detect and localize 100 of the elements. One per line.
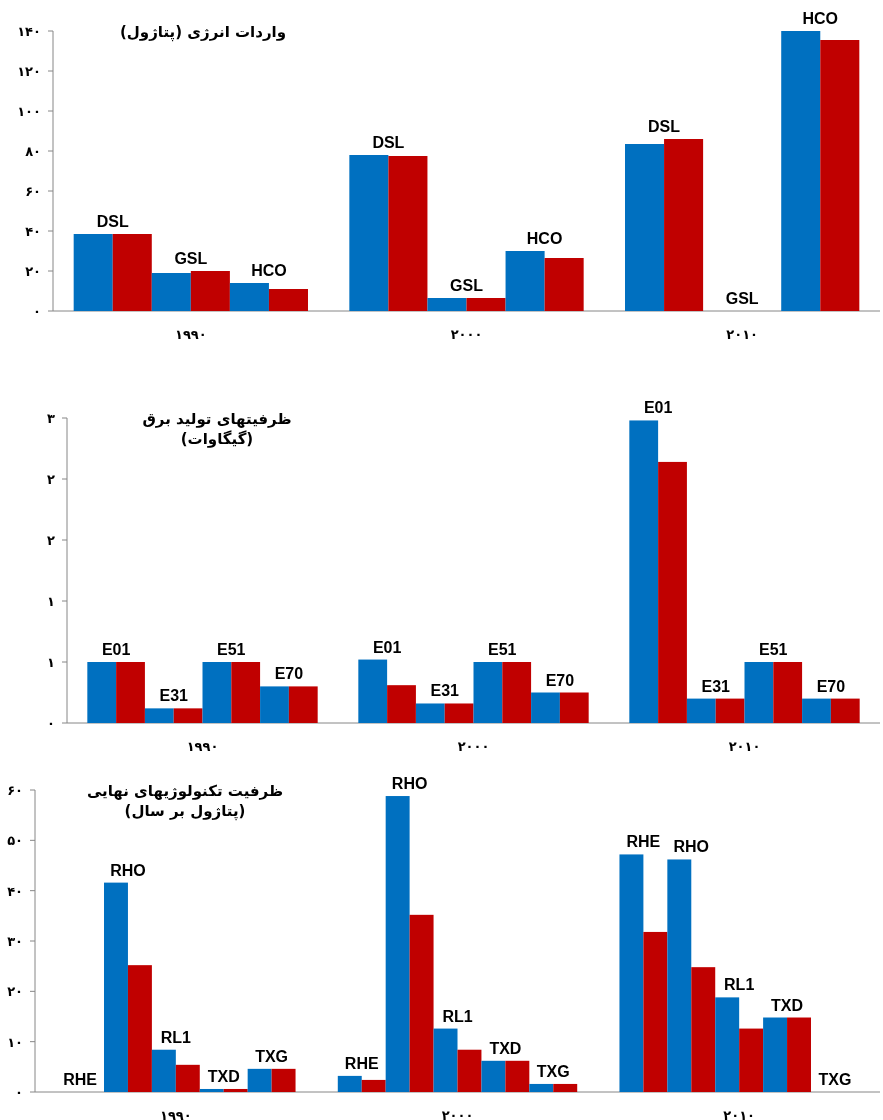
x-tick-label: ۲۰۰۰ (450, 327, 483, 342)
y-tick-label: ۱ (47, 655, 55, 670)
bar (658, 461, 687, 723)
bar (531, 692, 560, 723)
bar (505, 251, 545, 311)
bar (427, 298, 467, 311)
bar (116, 662, 145, 723)
bar (173, 708, 203, 723)
bar (643, 931, 668, 1092)
y-tick-label: ۰ (33, 304, 41, 319)
bar (763, 1017, 788, 1092)
chart-title: ظرفیت تکنولوژیهای نهایی (پتاژول بر سال) (86, 782, 284, 821)
y-tick-label: ۲۰ (7, 984, 23, 1000)
text: RHE (63, 1071, 97, 1088)
bar (625, 144, 665, 311)
bar (175, 1064, 200, 1092)
x-tick-label: ۱۹۹۰ (186, 739, 219, 754)
chart-title: واردات انرژی (پتاژول) (119, 23, 287, 42)
bar (457, 1049, 482, 1092)
x-tick-label: ۲۰۱۰ (728, 739, 761, 754)
text: E31 (430, 682, 459, 700)
bar (271, 1068, 296, 1092)
text: E31 (701, 677, 730, 695)
text: RHO (391, 775, 428, 793)
bar (473, 662, 503, 723)
series-label: GSL (450, 277, 484, 294)
y-tick-label: ۱۴۰ (17, 24, 41, 39)
bar (781, 31, 821, 311)
bar (127, 965, 152, 1092)
series-label: E70 (274, 665, 304, 683)
bar (73, 234, 113, 311)
bar (231, 662, 261, 723)
bar (629, 420, 659, 723)
bar (409, 914, 434, 1092)
series-label: E01 (101, 641, 131, 658)
bar (247, 1068, 272, 1092)
bar (358, 659, 388, 723)
y-tick-label: ۱۲۰ (17, 64, 41, 79)
bar (229, 283, 269, 311)
y-tick-label: ۴۰ (7, 883, 23, 899)
y-tick-label: ۲ (47, 533, 56, 548)
text: TXD (489, 1039, 522, 1057)
bar (664, 139, 704, 311)
bar (667, 859, 692, 1092)
x-tick-label: ۲۰۰۰ (441, 1108, 474, 1120)
bar (802, 698, 831, 723)
y-tick-label: ۲۰ (25, 264, 41, 279)
bar (744, 662, 774, 723)
bar (151, 1049, 176, 1092)
text: RHE (626, 833, 661, 851)
text: E01 (372, 638, 402, 656)
text: HCO (526, 230, 563, 247)
chart-title: ظرفیتهای تولید برق (گیگاوات) (142, 410, 292, 448)
y-tick-label: ۰ (15, 1085, 23, 1100)
x-tick-label: ۲۰۱۰ (726, 327, 759, 342)
bar (505, 1060, 530, 1092)
y-tick-label: ۴۰ (25, 224, 41, 239)
text: TXD (771, 996, 804, 1014)
bar (773, 662, 803, 723)
bar (686, 698, 716, 723)
text: RHO (673, 838, 710, 856)
series-label: TXD (207, 1067, 240, 1085)
text: E70 (545, 671, 575, 689)
bar (87, 662, 117, 723)
bar (260, 686, 289, 723)
bar (787, 1017, 811, 1092)
y-tick-label: ۶۰ (25, 184, 41, 199)
bar (223, 1088, 248, 1092)
bar (466, 298, 506, 311)
series-label: DSL (96, 213, 129, 230)
bar (820, 40, 860, 311)
bar (715, 698, 745, 723)
text: GSL (725, 290, 759, 307)
bar (388, 156, 428, 311)
y-tick-label: ۰ (47, 716, 55, 731)
bar (361, 1079, 386, 1092)
bar (190, 271, 230, 311)
y-tick-label: ۳ (47, 411, 56, 426)
text: HCO (802, 10, 839, 27)
x-tick-label: ۲۰۱۰ (723, 1108, 756, 1120)
bar (288, 686, 318, 723)
bar (715, 997, 740, 1092)
bar (268, 289, 308, 311)
text: E01 (643, 399, 673, 417)
bar (830, 698, 860, 723)
y-tick-label: ۳۰ (7, 934, 23, 949)
bar (444, 703, 474, 723)
bar (481, 1060, 506, 1092)
bar (544, 258, 584, 311)
bar (202, 662, 232, 723)
series-label: E31 (159, 687, 189, 705)
bar (553, 1083, 578, 1092)
bar (337, 1075, 362, 1092)
text: TXG (818, 1071, 852, 1088)
y-tick-label: ۶۰ (7, 783, 23, 798)
bar (112, 234, 152, 311)
bar (529, 1083, 554, 1092)
x-tick-label: ۲۰۰۰ (457, 739, 490, 754)
text: GSL (174, 250, 208, 267)
x-tick-label: ۱۹۹۰ (159, 1108, 192, 1120)
